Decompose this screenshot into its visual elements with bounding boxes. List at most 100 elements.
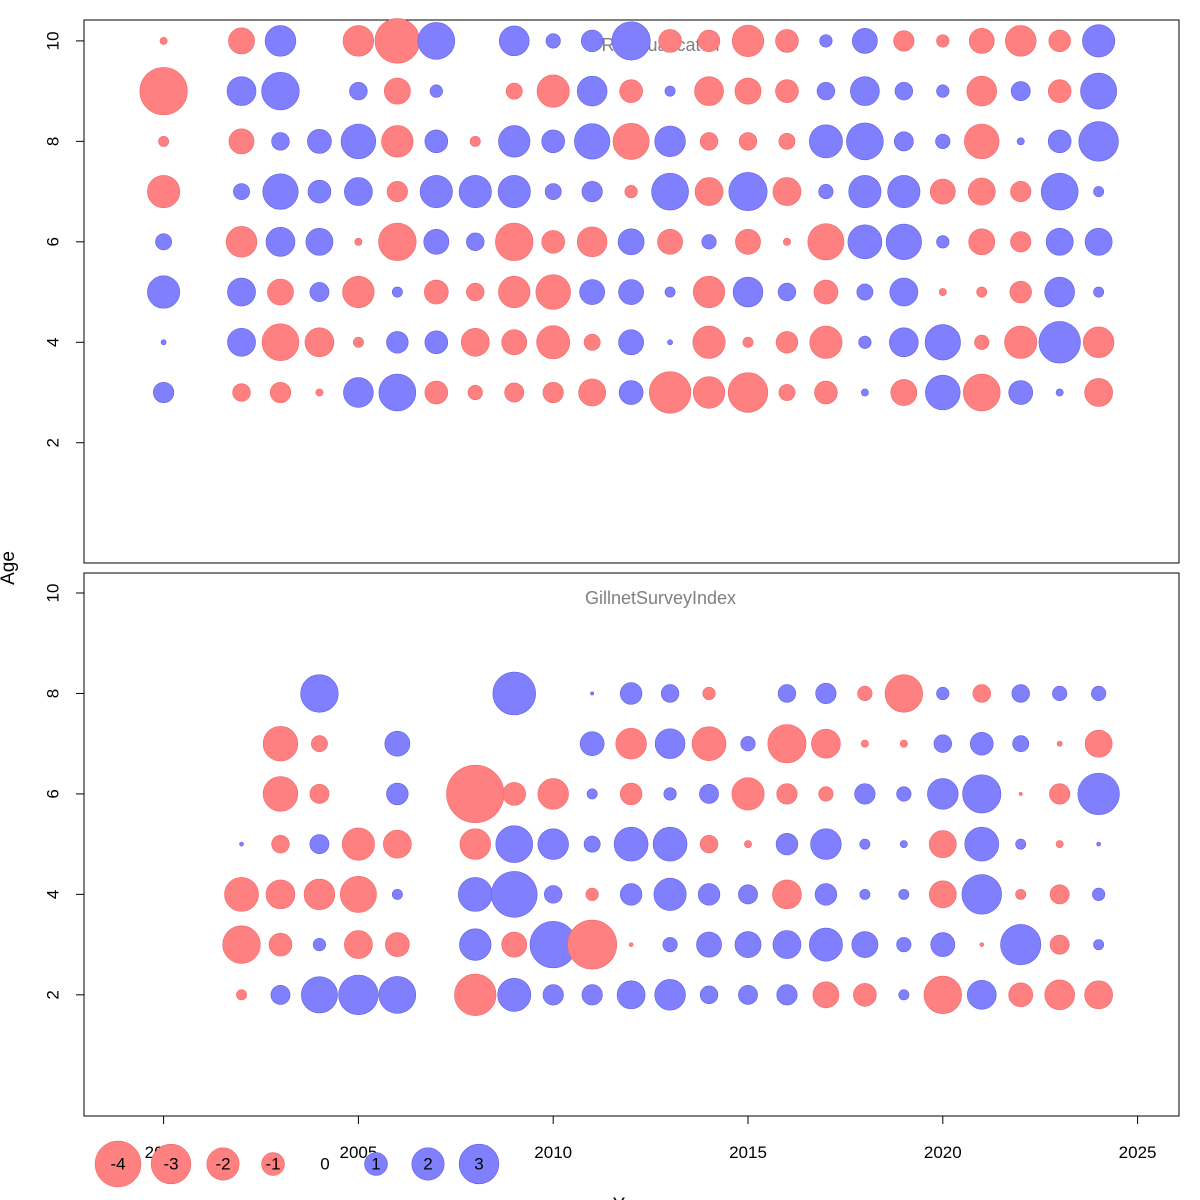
bubble bbox=[261, 323, 300, 362]
bubble bbox=[968, 228, 996, 256]
legend-label: 3 bbox=[474, 1155, 483, 1174]
bubble bbox=[889, 277, 919, 307]
bubble bbox=[300, 674, 339, 713]
legend-bubble bbox=[206, 1147, 240, 1181]
y-tick-label: 4 bbox=[44, 890, 63, 899]
bubble bbox=[159, 36, 168, 45]
legend-entry: 3 bbox=[458, 1143, 500, 1185]
bubble bbox=[576, 226, 608, 258]
bubble bbox=[1044, 276, 1075, 308]
bubble bbox=[964, 826, 1000, 862]
bubble bbox=[928, 830, 957, 858]
bubble bbox=[618, 380, 644, 405]
bubble bbox=[419, 175, 453, 209]
bubble bbox=[936, 84, 950, 98]
bubble bbox=[458, 175, 492, 209]
bubble bbox=[228, 27, 255, 55]
bubble bbox=[731, 777, 765, 811]
bubble bbox=[583, 835, 601, 853]
bubble bbox=[574, 123, 611, 160]
bubble bbox=[857, 685, 873, 702]
bubble bbox=[384, 77, 411, 105]
bubble bbox=[459, 928, 492, 961]
bubble bbox=[776, 984, 798, 1006]
bubble bbox=[544, 885, 563, 904]
legend-entry: 1 bbox=[364, 1152, 388, 1176]
legend-label: 0 bbox=[320, 1155, 329, 1174]
bubble bbox=[732, 276, 764, 308]
bubble bbox=[232, 383, 251, 402]
bubble bbox=[153, 381, 175, 404]
bubble bbox=[927, 778, 959, 810]
y-tick-label: 2 bbox=[44, 990, 63, 999]
bubble bbox=[497, 977, 532, 1012]
bubble bbox=[848, 175, 882, 209]
legend-entry: -3 bbox=[150, 1143, 192, 1185]
bubble bbox=[354, 237, 363, 246]
bubble bbox=[262, 173, 299, 210]
bubble bbox=[386, 782, 409, 806]
bubble bbox=[702, 686, 716, 701]
panels: Residual catch246810GillnetSurveyIndex24… bbox=[44, 18, 1180, 1117]
y-axis-label: Age bbox=[0, 551, 19, 585]
bubble bbox=[233, 183, 250, 200]
bubble bbox=[860, 739, 869, 748]
x-axis-label: Y bbox=[613, 1195, 626, 1200]
y-axis: 2 4 6 8 10 bbox=[44, 31, 84, 447]
bubble bbox=[391, 286, 403, 298]
bubble bbox=[1005, 25, 1037, 57]
bubble bbox=[342, 25, 375, 57]
bubble bbox=[1048, 29, 1071, 53]
bubble bbox=[819, 34, 833, 48]
bubble bbox=[160, 339, 167, 346]
bubble bbox=[541, 129, 565, 154]
bubble bbox=[1011, 684, 1030, 703]
bubble bbox=[492, 671, 536, 716]
bubble bbox=[344, 177, 373, 206]
legend-entry: -4 bbox=[94, 1140, 142, 1188]
bubble bbox=[1092, 887, 1106, 901]
bubble bbox=[772, 177, 802, 206]
bubble bbox=[928, 880, 957, 909]
x-tick-label: 2010 bbox=[534, 1143, 572, 1162]
bubble bbox=[261, 72, 300, 111]
y-tick-label: 2 bbox=[44, 438, 63, 447]
bubble bbox=[697, 883, 721, 906]
legend-bubble bbox=[411, 1147, 445, 1181]
bubble bbox=[499, 25, 530, 57]
bubble bbox=[504, 382, 525, 403]
bubble bbox=[581, 181, 603, 203]
bubble bbox=[1012, 735, 1030, 753]
bubble bbox=[818, 184, 834, 200]
y-tick-label: 8 bbox=[44, 689, 63, 698]
bubble bbox=[576, 75, 608, 107]
bubble bbox=[962, 373, 1001, 412]
bubble bbox=[662, 937, 678, 953]
bubble bbox=[628, 942, 634, 947]
bubble bbox=[349, 81, 368, 101]
bubble bbox=[619, 782, 643, 806]
bubble bbox=[847, 224, 883, 260]
bubble bbox=[454, 973, 497, 1016]
bubble bbox=[699, 985, 719, 1005]
bubble bbox=[812, 981, 840, 1009]
bubble bbox=[894, 81, 914, 101]
bubble bbox=[147, 275, 181, 309]
bubble bbox=[1049, 934, 1070, 955]
bubble bbox=[374, 18, 420, 64]
bubble bbox=[583, 333, 601, 351]
bubble bbox=[612, 122, 650, 160]
bubble bbox=[776, 783, 798, 805]
bubble bbox=[467, 384, 483, 401]
panel-2: GillnetSurveyIndex 2 4 6 8 10 bbox=[44, 572, 1180, 1117]
bubble bbox=[974, 334, 990, 350]
bubble bbox=[896, 786, 912, 802]
bubble bbox=[423, 228, 450, 255]
bubble bbox=[579, 731, 605, 756]
bubble bbox=[1010, 81, 1031, 102]
bubble bbox=[778, 132, 796, 150]
bubble bbox=[265, 227, 296, 257]
bubble bbox=[807, 223, 845, 261]
bubble bbox=[309, 834, 330, 855]
bubble bbox=[580, 29, 604, 53]
